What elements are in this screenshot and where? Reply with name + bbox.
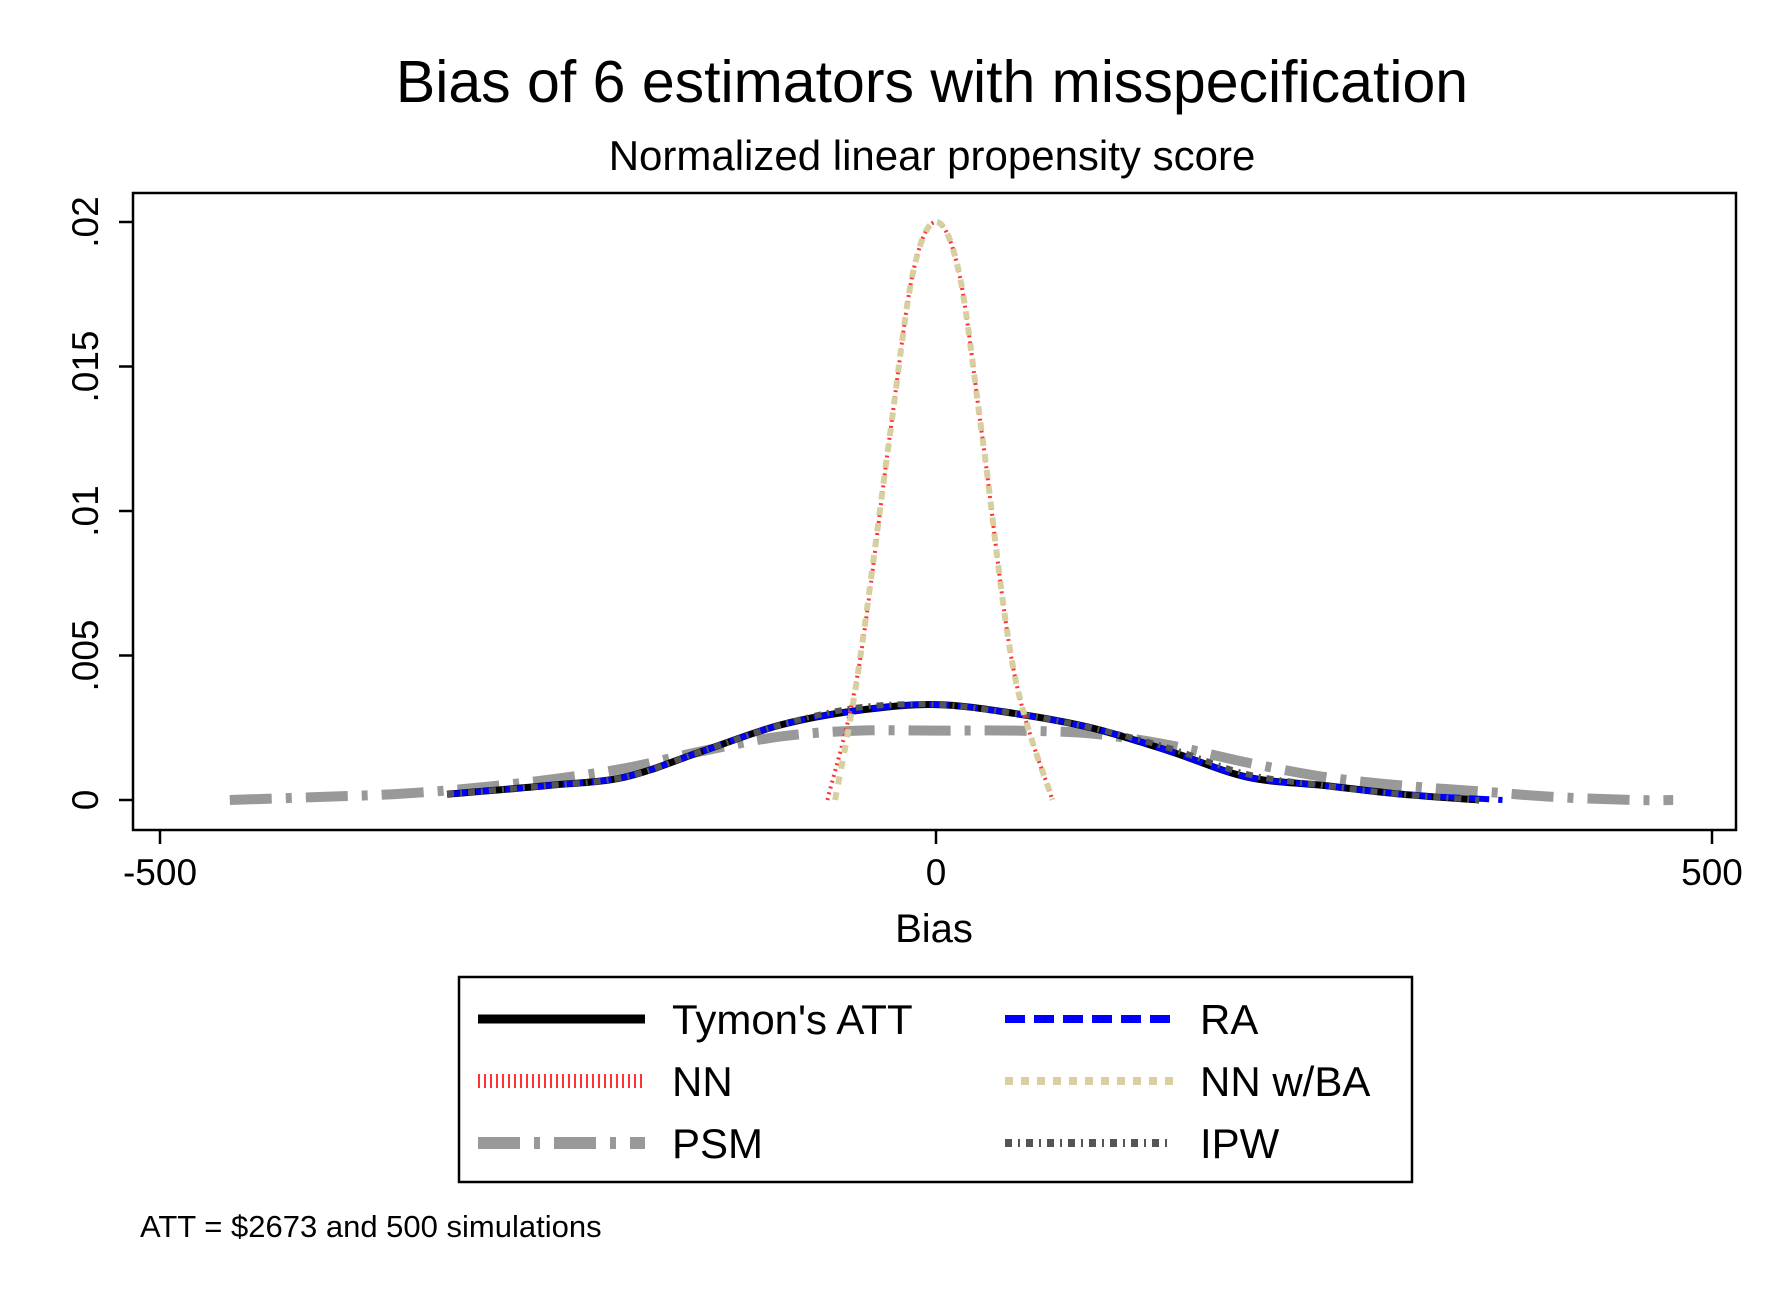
series-line-0 [446,701,1480,804]
chart-subtitle: Normalized linear propensity score [609,132,1256,179]
chart-title: Bias of 6 estimators with misspecificati… [396,49,1468,115]
legend: Tymon's ATT RA NN NN w/BA PSM IPW [478,996,1370,1167]
y-tick-label: .015 [65,330,106,402]
legend-label: RA [1200,996,1258,1043]
legend-label: IPW [1200,1120,1280,1167]
y-tick-label: .02 [65,196,106,247]
series-line-4 [229,725,1674,806]
x-tick-label: -500 [123,852,197,893]
series-line-5 [446,701,1480,803]
series-line-3 [832,219,1056,801]
x-tick-label: 0 [926,852,947,893]
y-tick-label: .01 [65,485,106,536]
x-axis-label: Bias [895,907,973,951]
series-line-1 [446,701,1503,803]
y-tick-label: .005 [65,619,106,691]
legend-label: NN w/BA [1200,1058,1370,1105]
series-layer [229,219,1674,806]
x-tick-label: 500 [1681,852,1743,893]
legend-label: NN [672,1058,733,1105]
x-axis: -500 0 500 [123,830,1743,893]
legend-label: Tymon's ATT [672,996,913,1043]
y-tick-label: 0 [65,790,106,811]
y-axis: 0 .005 .01 .015 .02 [65,196,133,810]
footnote: ATT = $2673 and 500 simulations [140,1209,602,1244]
series-line-2 [825,220,1055,801]
legend-label: PSM [672,1120,763,1167]
